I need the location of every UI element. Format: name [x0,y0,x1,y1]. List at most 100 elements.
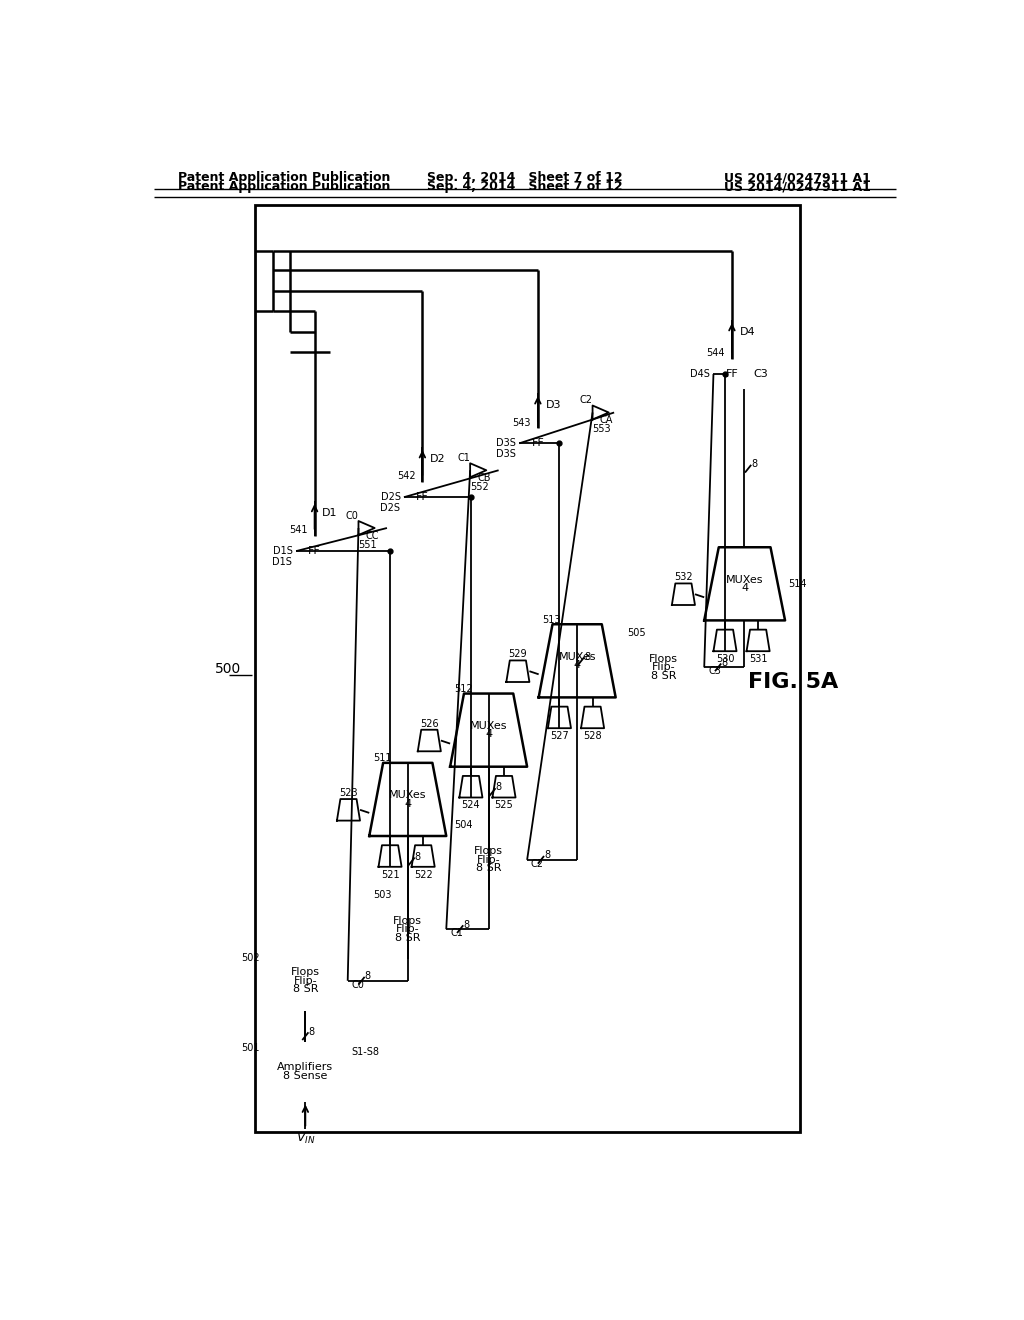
Text: C3: C3 [708,667,721,676]
Bar [263,950,348,1011]
Text: Sep. 4, 2014   Sheet 7 of 12: Sep. 4, 2014 Sheet 7 of 12 [427,181,623,194]
Text: Flops: Flops [291,968,319,977]
Text: 500: 500 [215,661,242,676]
Text: C2: C2 [531,859,544,869]
Text: 4: 4 [404,799,412,809]
Bar [255,205,801,1133]
Text: 501: 501 [242,1043,260,1053]
Text: 8 SR: 8 SR [651,671,677,681]
Text: C1: C1 [458,453,470,463]
Text: 502: 502 [242,953,260,964]
Text: 8 SR: 8 SR [293,985,318,994]
Text: 527: 527 [550,731,568,741]
Bar [403,482,441,512]
Text: FF: FF [308,546,321,556]
Text: Patent Application Publication: Patent Application Publication [178,181,391,194]
Bar [370,899,446,960]
Text: D2S: D2S [380,503,400,513]
Text: Flops: Flops [474,846,503,857]
Text: Patent Application Publication: Patent Application Publication [178,172,391,185]
Text: US 2014/0247911 A1: US 2014/0247911 A1 [724,181,871,194]
Text: CA: CA [600,416,613,425]
Text: Flops: Flops [393,916,422,925]
Bar [519,428,556,459]
Text: 503: 503 [373,890,391,899]
Text: 551: 551 [358,540,377,550]
Text: Amplifiers: Amplifiers [278,1063,334,1072]
Text: C3: C3 [754,370,768,379]
Text: 8 SR: 8 SR [476,863,502,874]
Text: 504: 504 [454,820,472,830]
Text: Flip-: Flip- [396,924,420,935]
Text: 8 Sense: 8 Sense [284,1071,328,1081]
Text: D1S: D1S [272,557,292,566]
Text: D3S: D3S [496,449,515,459]
Text: 542: 542 [397,471,416,482]
Text: 513: 513 [543,615,561,624]
Text: FIG. 5A: FIG. 5A [748,672,838,692]
Text: US 2014/0247911 A1: US 2014/0247911 A1 [724,172,871,185]
Bar [296,536,333,566]
Text: S1-S8: S1-S8 [351,1047,380,1057]
Text: 522: 522 [414,870,432,879]
Text: 544: 544 [707,348,725,358]
Bar [263,1041,348,1102]
Text: 523: 523 [339,788,357,797]
Text: 524: 524 [462,800,480,810]
Text: 505: 505 [628,628,646,638]
Text: D1S: D1S [273,546,293,556]
Text: D3: D3 [546,400,561,409]
Text: 8: 8 [463,920,469,929]
Text: 8: 8 [752,459,758,469]
Text: FF: FF [416,492,429,502]
Text: 4: 4 [485,730,493,739]
Text: 529: 529 [509,649,527,659]
Text: FF: FF [726,370,738,379]
Text: MUXes: MUXes [470,721,507,731]
Text: 511: 511 [373,754,391,763]
Text: D2S: D2S [381,492,400,502]
Text: 532: 532 [674,573,692,582]
Text: $V_{IN}$: $V_{IN}$ [296,1131,315,1146]
Text: D1: D1 [323,508,338,517]
Text: Flip-: Flip- [294,975,317,986]
Text: 8: 8 [721,657,727,668]
Text: MUXes: MUXes [726,574,763,585]
Text: FF: FF [531,438,545,449]
Bar [714,359,751,389]
Text: CC: CC [366,531,379,541]
Text: D4: D4 [739,326,756,337]
Text: 8: 8 [496,783,502,792]
Text: 541: 541 [289,525,307,536]
Bar [451,830,527,890]
Text: 528: 528 [584,731,602,741]
Text: 8: 8 [365,972,371,981]
Bar [624,638,705,697]
Text: 8: 8 [308,1027,314,1036]
Text: C1: C1 [451,928,463,939]
Text: 512: 512 [454,684,473,694]
Text: MUXes: MUXes [389,791,427,800]
Text: C0: C0 [351,979,365,990]
Text: D3S: D3S [497,438,516,449]
Text: C2: C2 [580,395,593,405]
Text: 543: 543 [512,417,531,428]
Text: 8 SR: 8 SR [395,933,421,942]
Text: 8: 8 [415,851,421,862]
Text: 4: 4 [573,660,581,671]
Text: 514: 514 [788,579,807,589]
Text: 8: 8 [584,652,590,661]
Text: Sep. 4, 2014   Sheet 7 of 12: Sep. 4, 2014 Sheet 7 of 12 [427,172,623,185]
Text: 531: 531 [749,653,767,664]
Text: 8: 8 [544,850,550,861]
Text: C0: C0 [346,511,358,520]
Text: Flip-: Flip- [652,663,676,672]
Text: 525: 525 [495,800,513,810]
Text: MUXes: MUXes [558,652,596,661]
Text: 530: 530 [716,653,734,664]
Text: CB: CB [477,473,490,483]
Text: 553: 553 [593,425,611,434]
Text: Flops: Flops [649,653,678,664]
Text: 552: 552 [470,482,488,492]
Text: 521: 521 [381,870,399,879]
